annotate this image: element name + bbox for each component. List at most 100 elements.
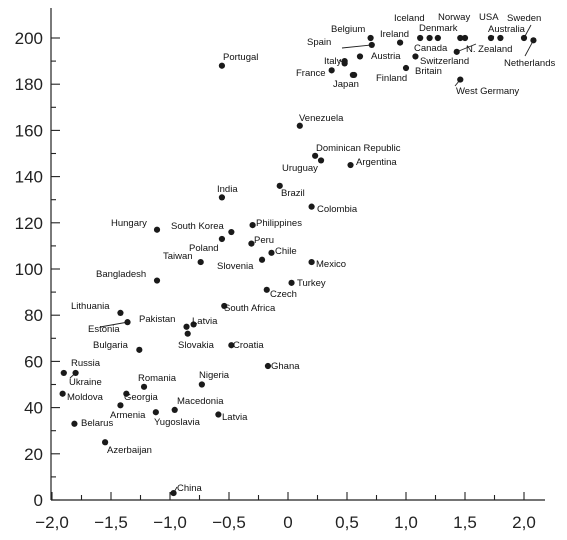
point-label-pakistan: Pakistan — [139, 314, 175, 325]
point-label-azerbaijan: Azerbaijan — [107, 445, 152, 456]
point-france — [328, 67, 335, 74]
point-switzerland — [461, 34, 469, 42]
point-label-philippines: Philippines — [256, 218, 302, 229]
point-label-south-africa: South Africa — [224, 303, 276, 314]
point-peru — [248, 240, 255, 247]
point-label-switzerland: Switzerland — [420, 56, 469, 67]
point-label-yugoslavia: Yugoslavia — [154, 417, 201, 428]
point-russia — [60, 369, 67, 377]
point-label-moldova: Moldova — [67, 392, 104, 403]
leader-line — [341, 44, 372, 49]
point-label-bulgaria: Bulgaria — [93, 340, 129, 351]
point-south-africa — [221, 302, 228, 310]
point-label-denmark: Denmark — [419, 23, 458, 34]
point-taiwan — [197, 258, 204, 266]
point-belarus — [71, 420, 78, 427]
y-tick-label: 60 — [24, 352, 43, 371]
point-label-romania: Romania — [138, 373, 177, 384]
point-south-korea — [228, 228, 235, 236]
point-label-portugal: Portugal — [223, 52, 258, 63]
y-tick-label: 100 — [15, 260, 43, 279]
leader-line — [99, 321, 128, 328]
point-label-macedonia: Macedonia — [177, 396, 224, 407]
point-label-west-germany: West Germany — [456, 86, 519, 97]
point-label-britain: Britain — [415, 66, 442, 77]
leader-line — [456, 43, 477, 53]
point-label-ireland: Ireland — [380, 29, 409, 40]
x-tick-label: 0 — [283, 513, 292, 532]
point-n-zealand — [453, 48, 460, 55]
point-argentina — [347, 161, 354, 169]
point-label-armenia: Armenia — [110, 410, 146, 421]
point-label-latvia: Latvia — [192, 316, 218, 327]
y-tick-label: 40 — [24, 399, 43, 418]
point-latvia — [190, 321, 197, 328]
point-ireland — [397, 39, 404, 46]
point-label-china: China — [177, 483, 203, 494]
point-label-south-korea: South Korea — [171, 221, 225, 232]
point-lithuania — [117, 309, 124, 316]
y-tick-label: 180 — [15, 75, 43, 94]
point-austria — [356, 53, 364, 60]
point-unlabeled — [497, 34, 504, 42]
x-tick-label: −2,0 — [35, 513, 69, 532]
point-turkey — [288, 279, 295, 286]
point-label-n-zealand: N. Zealand — [466, 44, 512, 55]
point-poland — [218, 235, 226, 243]
point-label-estonia: Estonia — [88, 324, 120, 335]
point-label-italy: Italy — [324, 56, 342, 67]
point-ghana — [264, 362, 272, 370]
x-tick-label: 2,0 — [512, 513, 536, 532]
point-mexico — [308, 258, 315, 266]
point-australia — [487, 34, 495, 42]
point-label-lithuania: Lithuania — [71, 301, 110, 312]
point-romania — [140, 383, 148, 390]
point-label-canada: Canada — [414, 43, 448, 54]
point-nigeria — [198, 381, 205, 388]
point-bangladesh — [153, 277, 161, 284]
point-philippines — [249, 222, 256, 229]
point-label-usa: USA — [479, 12, 499, 23]
y-tick-label: 140 — [15, 168, 43, 187]
point-label-japan: Japan — [333, 79, 359, 90]
point-dominican-republic — [312, 152, 319, 159]
point-label-nigeria: Nigeria — [199, 370, 230, 381]
point-denmark — [426, 34, 433, 42]
x-tick-label: −0,5 — [212, 513, 246, 532]
point-croatia — [228, 342, 235, 349]
point-label-finland: Finland — [376, 73, 407, 84]
point-label-georgia: Georgia — [124, 392, 159, 403]
y-tick-label: 0 — [34, 491, 43, 510]
point-label-venezuela: Venezuela — [299, 113, 344, 124]
point-azerbaijan — [102, 439, 109, 446]
point-label-dominican-republic: Dominican Republic — [316, 143, 401, 154]
point-czech — [263, 286, 270, 293]
point-label-ghana: Ghana — [271, 361, 300, 372]
point-colombia — [308, 203, 315, 210]
x-tick-label: −1,0 — [153, 513, 187, 532]
point-label-latvia: Latvia — [222, 412, 248, 423]
y-tick-label: 20 — [24, 445, 43, 464]
point-label-chile: Chile — [275, 246, 297, 257]
y-tick-label: 160 — [15, 121, 43, 140]
point-label-belarus: Belarus — [81, 418, 113, 429]
point-japan — [349, 71, 356, 79]
point-netherlands — [530, 37, 537, 44]
point-label-argentina: Argentina — [356, 157, 397, 168]
point-label-russia: Russia — [71, 358, 101, 369]
point-hungary — [153, 226, 161, 233]
point-usa — [457, 34, 464, 42]
point-label-bangladesh: Bangladesh — [96, 269, 146, 280]
point-slovenia — [258, 256, 266, 263]
point-label-taiwan: Taiwan — [163, 251, 193, 262]
point-armenia — [117, 402, 124, 409]
point-label-colombia: Colombia — [317, 204, 358, 215]
point-norway — [434, 34, 441, 42]
y-tick-label: 80 — [24, 306, 43, 325]
point-britain — [402, 64, 410, 72]
point-label-croatia: Croatia — [233, 340, 264, 351]
point-venezuela — [296, 122, 303, 129]
point-china — [170, 489, 177, 497]
point-unlabeled — [341, 58, 348, 65]
